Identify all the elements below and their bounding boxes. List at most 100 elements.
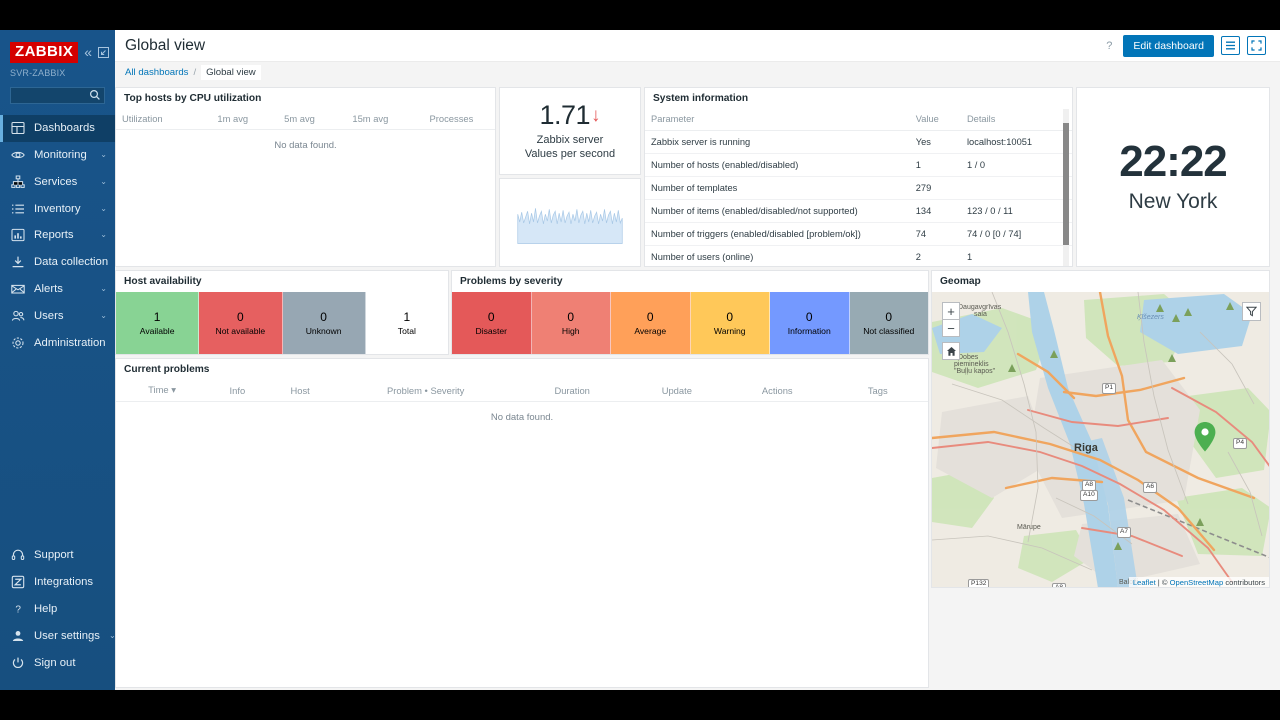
column-header[interactable]: 5m avg xyxy=(266,109,333,130)
empty-message: No data found. xyxy=(490,412,554,423)
brand-row: ZABBIX « xyxy=(10,42,110,63)
collapse-sidebar-icon[interactable] xyxy=(98,46,110,58)
sidebar-item-sign-out[interactable]: Sign out xyxy=(0,649,115,676)
map-zoom-out-button[interactable]: − xyxy=(942,319,960,337)
edit-dashboard-button[interactable]: Edit dashboard xyxy=(1123,34,1214,57)
tile-unknown[interactable]: 0 Unknown xyxy=(282,292,366,354)
parameter-cell: Number of hosts (enabled/disabled) xyxy=(645,153,910,177)
sidebar-item-users[interactable]: Users ⌄ xyxy=(0,302,115,329)
tile-count: 0 xyxy=(487,309,495,324)
tile-count: 0 xyxy=(646,309,654,324)
tile-information[interactable]: 0 Information xyxy=(770,292,850,354)
sitemap-icon xyxy=(11,175,25,189)
breadcrumb-all-dashboards[interactable]: All dashboards xyxy=(125,66,189,78)
tile-label: Available xyxy=(139,326,175,337)
sidebar-item-inventory[interactable]: Inventory ⌄ xyxy=(0,195,115,222)
column-header-host[interactable]: Host xyxy=(266,380,334,402)
empty-message: No data found. xyxy=(274,140,337,151)
column-header-update[interactable]: Update xyxy=(626,380,728,402)
breadcrumb-current[interactable]: Global view xyxy=(201,64,261,80)
column-header-problem-severity[interactable]: Problem • Severity xyxy=(333,380,518,402)
sparkline-graph[interactable] xyxy=(500,179,640,266)
svg-text:?: ? xyxy=(15,605,21,616)
sidebar-item-user-settings[interactable]: User settings ⌄ xyxy=(0,622,116,649)
table-row: Number of hosts (enabled/disabled) 1 1 /… xyxy=(645,153,1072,177)
search-input[interactable] xyxy=(10,87,105,105)
value-cell: 279 xyxy=(909,176,961,200)
tile-not-available[interactable]: 0 Not available xyxy=(199,292,283,354)
help-icon[interactable]: ? xyxy=(1106,39,1113,52)
chevron-double-left-icon[interactable]: « xyxy=(84,44,93,61)
chevron-down-icon: ⌄ xyxy=(100,149,107,159)
column-header-tags[interactable]: Tags xyxy=(827,380,928,402)
tile-count: 1 xyxy=(403,309,411,324)
tile-not-classified[interactable]: 0 Not classified xyxy=(849,292,928,354)
map-road-shield: A10 xyxy=(1080,490,1098,501)
table-header-row: Parameter Value Details xyxy=(645,109,1072,131)
sidebar-item-data-collection[interactable]: Data collection ⌄ xyxy=(0,249,124,276)
tile-warning[interactable]: 0 Warning xyxy=(690,292,770,354)
leaflet-link[interactable]: Leaflet xyxy=(1132,578,1156,587)
column-header-actions[interactable]: Actions xyxy=(727,380,828,402)
fullscreen-icon[interactable] xyxy=(1247,36,1266,55)
sidebar-item-label: Users xyxy=(34,309,64,322)
item-value-content[interactable]: 1.71 ↓ Zabbix server Values per second xyxy=(500,88,640,174)
value-cell: 2 xyxy=(909,245,961,266)
map-label: sala xyxy=(974,311,987,318)
attr-suffix: contributors xyxy=(1223,578,1265,587)
column-header-duration[interactable]: Duration xyxy=(517,380,627,402)
attr-sep: | © xyxy=(1155,578,1170,587)
tile-total[interactable]: 1 Total xyxy=(365,292,448,354)
filter-icon[interactable] xyxy=(1242,302,1261,321)
headset-icon xyxy=(11,548,25,562)
item-value-row: 1.71 ↓ xyxy=(539,100,600,131)
column-header[interactable]: Utilization xyxy=(116,109,200,130)
item-value-number: 1.71 xyxy=(539,100,591,131)
map-label: Daugavgrīvas xyxy=(958,304,1002,311)
scrollbar-thumb[interactable] xyxy=(1063,123,1069,245)
widget-item-value: 1.71 ↓ Zabbix server Values per second xyxy=(499,87,641,175)
sidebar-item-reports[interactable]: Reports ⌄ xyxy=(0,222,115,249)
parameter-cell: Number of templates xyxy=(645,176,910,200)
sidebar-item-support[interactable]: Support xyxy=(0,542,115,569)
table-row: Number of users (online) 2 1 xyxy=(645,245,1072,266)
map-label: Mārupe xyxy=(1017,524,1041,531)
sidebar-item-label: Monitoring xyxy=(34,148,87,161)
zabbix-logo[interactable]: ZABBIX xyxy=(10,42,79,63)
details-cell xyxy=(960,176,1072,200)
tile-label: Warning xyxy=(713,326,746,337)
chart-bar-icon xyxy=(11,228,25,242)
sidebar-item-label: Help xyxy=(34,603,58,615)
details-cell: 1 / 0 xyxy=(960,153,1072,177)
hamburger-menu-icon[interactable] xyxy=(1221,36,1240,55)
sidebar-item-alerts[interactable]: Alerts ⌄ xyxy=(0,276,115,303)
sidebar-item-integrations[interactable]: Integrations xyxy=(0,569,115,596)
map-label: piemineklis xyxy=(954,361,989,368)
sidebar-item-dashboards[interactable]: Dashboards xyxy=(0,114,115,142)
geomap-canvas[interactable]: Daugavgrīvas sala Ķīšezers Dobes piemine… xyxy=(932,292,1269,587)
clock-content: 22:22 New York xyxy=(1077,88,1269,266)
top-bar: Global view ? Edit dashboard xyxy=(115,30,1280,62)
column-header[interactable]: Processes xyxy=(407,109,495,130)
tile-available[interactable]: 1 Available xyxy=(116,292,200,354)
sidebar-item-label: Reports xyxy=(34,229,74,242)
sidebar-item-services[interactable]: Services ⌄ xyxy=(0,168,115,195)
tile-label: Total xyxy=(397,326,416,337)
sidebar-item-monitoring[interactable]: Monitoring ⌄ xyxy=(0,142,115,169)
map-host-marker[interactable] xyxy=(1194,422,1216,457)
column-header-time[interactable]: Time ▾ xyxy=(116,380,209,402)
parameter-cell: Number of users (online) xyxy=(645,245,910,266)
home-icon[interactable] xyxy=(942,342,960,360)
openstreetmap-link[interactable]: OpenStreetMap xyxy=(1169,578,1224,587)
tile-disaster[interactable]: 0 Disaster xyxy=(452,292,532,354)
tile-high[interactable]: 0 High xyxy=(531,292,611,354)
column-header[interactable]: 15m avg xyxy=(332,109,408,130)
tile-average[interactable]: 0 Average xyxy=(611,292,691,354)
sidebar-item-help[interactable]: ? Help xyxy=(0,596,115,623)
column-header-info[interactable]: Info xyxy=(208,380,267,402)
map-zoom-in-button[interactable]: + xyxy=(942,302,960,320)
widget-top-hosts-by-cpu-utilization: Top hosts by CPU utilization Utilization… xyxy=(115,87,496,267)
sidebar-item-administration[interactable]: Administration ⌄ xyxy=(0,329,121,356)
envelope-icon xyxy=(11,282,25,296)
column-header[interactable]: 1m avg xyxy=(199,109,267,130)
